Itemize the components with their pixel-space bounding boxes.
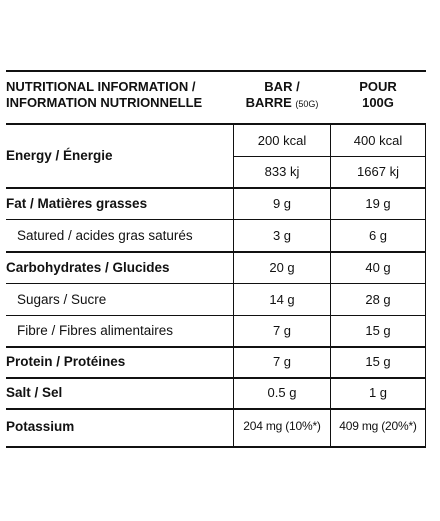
rule-saturated (6, 251, 426, 253)
column-divider-1 (233, 125, 234, 446)
rule-sugars (6, 315, 426, 316)
row-value-100g: 19 g (365, 196, 391, 211)
row-label: Carbohydrates / Glucides (6, 260, 170, 275)
row-value-bar: 20 g (269, 260, 295, 275)
header-col-100g-line2: 100G (362, 95, 394, 110)
header-col-100g: POUR 100G (330, 79, 426, 111)
energy-label: Energy / Énergie (6, 148, 113, 163)
energy-kj-100g: 1667 kj (357, 164, 399, 179)
header-col-100g-line1: POUR (359, 79, 397, 94)
row-label: Protein / Protéines (6, 354, 126, 369)
row-value-bar: 7 g (272, 354, 292, 369)
row-value-bar: 3 g (272, 228, 292, 243)
row-value-100g: 409 mg (20%*) (339, 419, 417, 433)
row-value-bar: 9 g (272, 196, 292, 211)
rule-bottom (6, 446, 426, 448)
row-value-100g: 1 g (368, 385, 388, 400)
row-label: Satured / acides gras saturés (17, 228, 193, 243)
header-col-bar-line2: BARRE (50G) (234, 95, 330, 112)
row-value-100g: 15 g (365, 323, 391, 338)
row-label: Sugars / Sucre (17, 292, 107, 307)
row-label: Salt / Sel (6, 385, 63, 400)
rule-fat (6, 219, 426, 220)
header-col-bar-unit: (50G) (295, 99, 319, 109)
column-divider-2 (330, 125, 331, 446)
header-col-bar-main: BARRE (245, 95, 296, 110)
header-col-bar-line1: BAR / (264, 79, 300, 94)
energy-kcal-100g: 400 kcal (353, 133, 403, 148)
column-divider-3 (425, 125, 426, 446)
row-value-100g: 40 g (365, 260, 391, 275)
rule-top (6, 70, 426, 72)
row-value-100g: 15 g (365, 354, 391, 369)
row-value-bar: 204 mg (10%*) (243, 419, 321, 433)
row-value-100g: 6 g (368, 228, 388, 243)
row-label: Potassium (6, 419, 75, 434)
row-value-bar: 7 g (272, 323, 292, 338)
rule-salt (6, 408, 426, 410)
rule-energy-bottom (6, 187, 426, 189)
row-label: Fat / Matières grasses (6, 196, 148, 211)
row-value-bar: 14 g (269, 292, 295, 307)
rule-carbs (6, 283, 426, 284)
header-label-line1: NUTRITIONAL INFORMATION / (6, 79, 196, 94)
energy-kcal-bar: 200 kcal (257, 133, 307, 148)
rule-fibre (6, 346, 426, 348)
row-label: Fibre / Fibres alimentaires (17, 323, 174, 338)
row-value-100g: 28 g (365, 292, 391, 307)
row-value-bar: 0.5 g (267, 385, 297, 400)
energy-kj-bar: 833 kj (264, 164, 300, 179)
rule-protein (6, 377, 426, 379)
header-col-bar: BAR / BARRE (50G) (234, 79, 330, 112)
header-label: NUTRITIONAL INFORMATION / INFORMATION NU… (6, 79, 234, 111)
rule-header-bottom (6, 123, 426, 125)
header-label-line2: INFORMATION NUTRIONNELLE (6, 95, 203, 110)
